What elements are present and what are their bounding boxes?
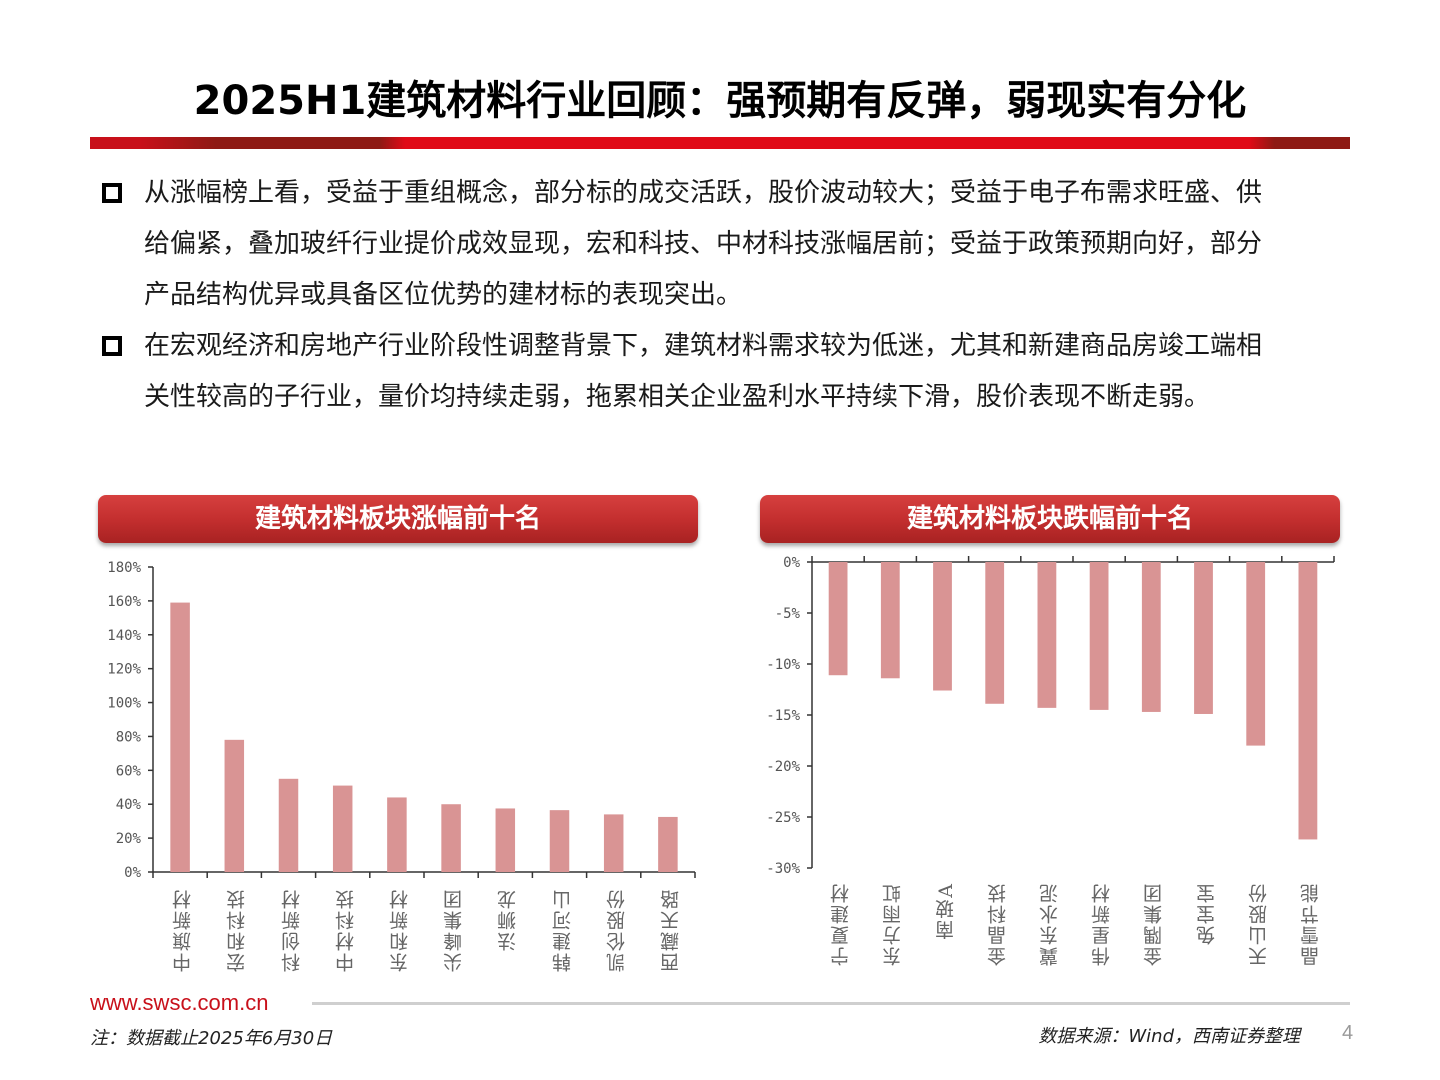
chart-svg: 0% 20% 40% 60% 80% 100% 120% 140% 160% 180% <box>107 560 696 881</box>
bar <box>170 602 190 872</box>
category-label: 金晶科技 <box>986 882 1009 966</box>
y-tick-label: -20% <box>766 759 800 775</box>
y-tick-label: -10% <box>766 657 800 673</box>
bar <box>1194 562 1213 714</box>
category-label: 晶雪节能 <box>1299 882 1322 966</box>
bar <box>658 816 678 872</box>
bullet-list: 从涨幅榜上看，受益于重组概念，部分标的成交活跃，股价波动较大；受益于电子布需求旺… <box>100 168 1360 423</box>
losers-chart-title: 建筑材料板块跌幅前十名 <box>760 495 1340 543</box>
bar <box>332 785 353 872</box>
bar <box>441 804 461 872</box>
y-tick-label: 100% <box>107 696 141 712</box>
page-title: 2025H1建筑材料行业回顾：强预期有反弹，弱现实有分化 <box>193 78 1247 124</box>
y-tick-label: -15% <box>766 708 800 724</box>
y-tick-label: -25% <box>766 810 800 826</box>
y-tick-label: 0% <box>783 555 800 571</box>
y-tick-label: 80% <box>116 729 142 745</box>
category-label: 金隅集团 <box>1143 882 1166 966</box>
y-tick-label: 40% <box>116 797 142 813</box>
chart-svg: 0% -5% -10% -15% -20% -25% -30% <box>766 555 1335 877</box>
bar <box>1089 562 1109 710</box>
footnote: 注：数据截止2025年6月30日 <box>90 1028 333 1049</box>
bar <box>828 562 848 676</box>
bullet-line: 给偏紧，叠加玻纤行业提价成效显现，宏和科技、中材科技涨幅居前；受益于政策预期向好… <box>144 229 1263 259</box>
square-bullet-icon <box>102 183 122 203</box>
category-label: 天山股份 <box>1247 882 1270 966</box>
bullet-line: 产品结构优异或具备区位优势的建材标的表现突出。 <box>144 280 743 310</box>
y-tick-label: -30% <box>766 861 800 877</box>
footer-divider <box>312 1002 1350 1005</box>
bar <box>1298 562 1318 840</box>
bar <box>549 810 570 872</box>
category-label: 南玻A <box>934 882 957 940</box>
gainers-bar-chart: 0% 20% 40% 60% 80% 100% 120% 140% 160% 180% 中旗新材 宏和… <box>0 0 720 1000</box>
y-tick-label: 180% <box>107 560 141 576</box>
bar <box>933 562 952 691</box>
bullet-item-2: 在宏观经济和房地产行业阶段性调整背景下，建筑材料需求较为低迷，尤其和新建商品房竣… <box>100 321 1360 423</box>
bar <box>1037 562 1057 708</box>
bar <box>278 778 299 872</box>
data-source: 数据来源：Wind，西南证券整理 <box>1038 1026 1300 1047</box>
category-label: 兔宝宝 <box>1195 882 1218 945</box>
bar <box>387 797 407 872</box>
bar <box>224 739 245 872</box>
bullet-item-1: 从涨幅榜上看，受益于重组概念，部分标的成交活跃，股价波动较大；受益于电子布需求旺… <box>100 168 1360 321</box>
bar <box>1141 562 1161 712</box>
page-number: 4 <box>1342 1022 1354 1044</box>
bar <box>985 562 1005 704</box>
bar <box>880 562 900 679</box>
losers-bar-chart: 0% -5% -10% -15% -20% -25% -30% 宁夏建材 东方雨虹 南玻A 金晶科技… <box>766 555 1335 966</box>
category-label: 伟星新材 <box>1091 882 1114 966</box>
y-tick-label: -5% <box>775 606 801 622</box>
category-label: 东方雨虹 <box>882 882 905 966</box>
y-tick-label: 60% <box>116 763 142 779</box>
bar <box>1246 562 1266 746</box>
square-bullet-icon <box>102 336 122 356</box>
title-divider-bar <box>90 137 1350 149</box>
bar <box>495 808 516 872</box>
bullet-line: 从涨幅榜上看，受益于重组概念，部分标的成交活跃，股价波动较大；受益于电子布需求旺… <box>144 178 1263 208</box>
y-tick-label: 0% <box>124 865 141 881</box>
bullet-line: 关性较高的子行业，量价均持续走弱，拖累相关企业盈利水平持续下滑，股价表现不断走弱… <box>144 382 1211 412</box>
bullet-line: 在宏观经济和房地产行业阶段性调整背景下，建筑材料需求较为低迷，尤其和新建商品房竣… <box>144 331 1263 361</box>
y-tick-label: 140% <box>107 628 141 644</box>
website-link[interactable]: www.swsc.com.cn <box>90 990 269 1015</box>
y-tick-label: 120% <box>107 662 141 678</box>
category-label: 宁夏建材 <box>830 882 853 966</box>
y-tick-label: 20% <box>116 831 142 847</box>
gainers-chart-title: 建筑材料板块涨幅前十名 <box>98 495 698 543</box>
category-label: 冀东水泥 <box>1038 882 1061 966</box>
y-tick-label: 160% <box>107 594 141 610</box>
bar <box>603 814 624 872</box>
